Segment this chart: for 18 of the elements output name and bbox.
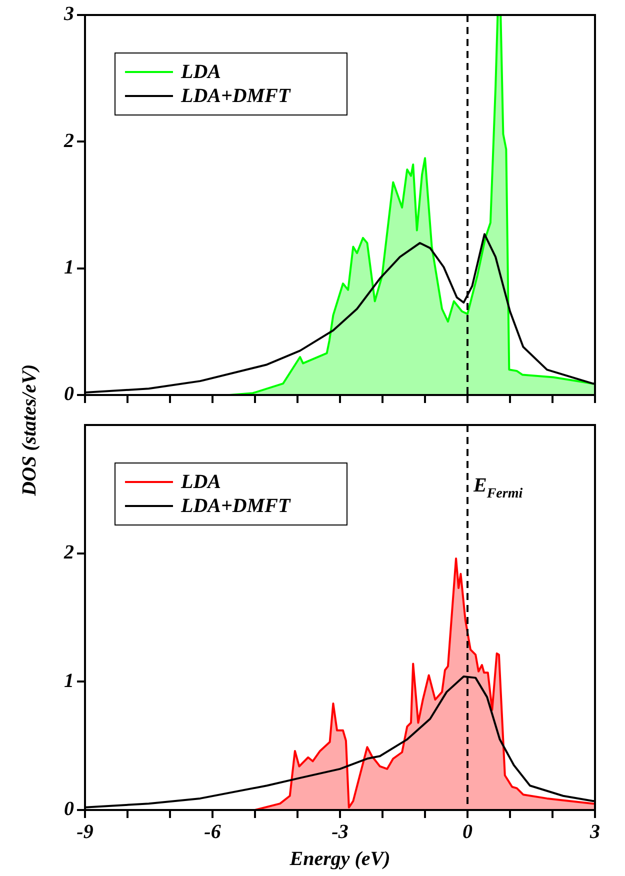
legend-label: LDA — [180, 61, 221, 84]
y-tick-label: 2 — [63, 130, 74, 152]
y-axis-title: DOS (states/eV) — [18, 364, 42, 496]
x-tick-label: -6 — [204, 821, 221, 844]
y-tick-label: 3 — [63, 3, 74, 26]
y-tick-label: 0 — [64, 798, 74, 820]
y-tick-label: 1 — [64, 256, 74, 279]
x-tick-label: -3 — [332, 821, 348, 844]
legend-label: LDA+DMFT — [180, 85, 291, 108]
legend-label: LDA — [180, 471, 221, 494]
y-tick-label: 0 — [64, 383, 74, 406]
y-tick-label: 2 — [63, 542, 74, 564]
legend-label: LDA+DMFT — [180, 495, 291, 518]
x-tick-label: 3 — [589, 821, 600, 844]
x-tick-label: -9 — [76, 821, 94, 844]
x-axis-title: Energy (eV) — [288, 848, 390, 870]
y-tick-label: 1 — [64, 670, 74, 692]
x-tick-label: 0 — [462, 821, 472, 844]
